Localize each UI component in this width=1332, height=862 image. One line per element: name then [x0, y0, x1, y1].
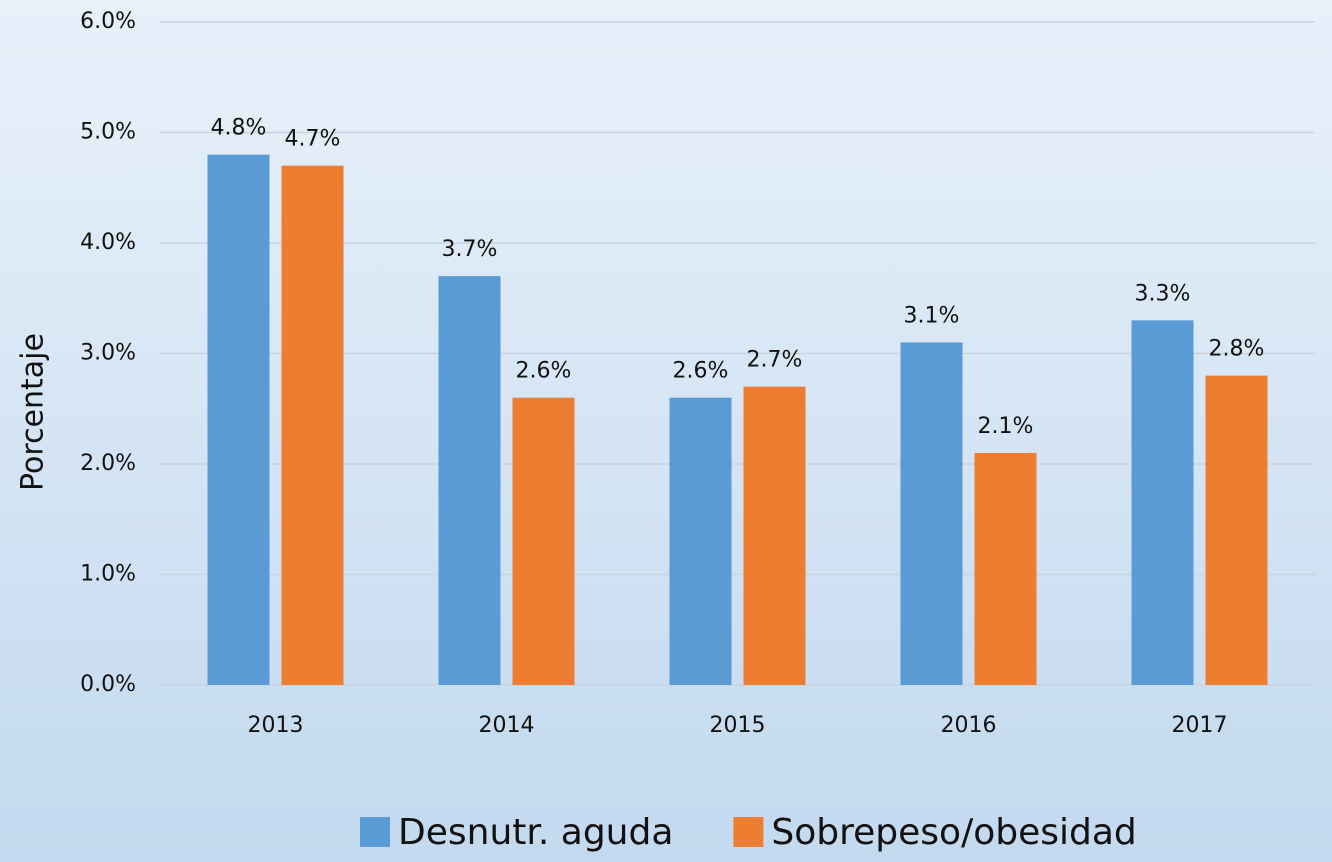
data-label: 2.6% — [673, 359, 729, 384]
y-tick-label: 0.0% — [80, 672, 136, 697]
data-label: 3.7% — [442, 237, 498, 262]
bar — [900, 342, 963, 685]
bar — [974, 452, 1037, 685]
y-axis-title: Porcentaje — [16, 333, 51, 491]
y-tick-label: 5.0% — [80, 120, 136, 145]
y-tick-label: 6.0% — [80, 9, 136, 34]
data-label: 3.1% — [904, 303, 960, 328]
legend-label: Desnutr. aguda — [398, 812, 673, 853]
bar — [743, 386, 806, 685]
bar — [1205, 375, 1268, 685]
bar — [669, 397, 732, 685]
x-tick-label: 2016 — [941, 713, 997, 738]
bar — [438, 276, 501, 685]
legend-swatch — [360, 817, 390, 847]
data-label: 4.8% — [211, 116, 267, 141]
x-tick-label: 2017 — [1172, 713, 1228, 738]
y-tick-label: 1.0% — [80, 562, 136, 587]
bar — [512, 397, 575, 685]
x-tick-label: 2014 — [479, 713, 535, 738]
x-tick-label: 2015 — [710, 713, 766, 738]
data-label: 4.7% — [285, 127, 341, 152]
x-tick-label: 2013 — [248, 713, 304, 738]
data-label: 3.3% — [1135, 281, 1191, 306]
bar — [207, 154, 270, 686]
data-label: 2.8% — [1209, 337, 1265, 362]
legend-label: Sobrepeso/obesidad — [771, 812, 1136, 853]
bar — [281, 165, 344, 685]
data-label: 2.7% — [747, 348, 803, 373]
legend-swatch — [733, 817, 764, 847]
y-tick-label: 3.0% — [80, 341, 136, 366]
data-label: 2.1% — [978, 414, 1034, 439]
y-tick-label: 2.0% — [80, 451, 136, 476]
y-tick-label: 4.0% — [80, 230, 136, 255]
bar — [1131, 320, 1194, 685]
data-label: 2.6% — [516, 359, 572, 384]
